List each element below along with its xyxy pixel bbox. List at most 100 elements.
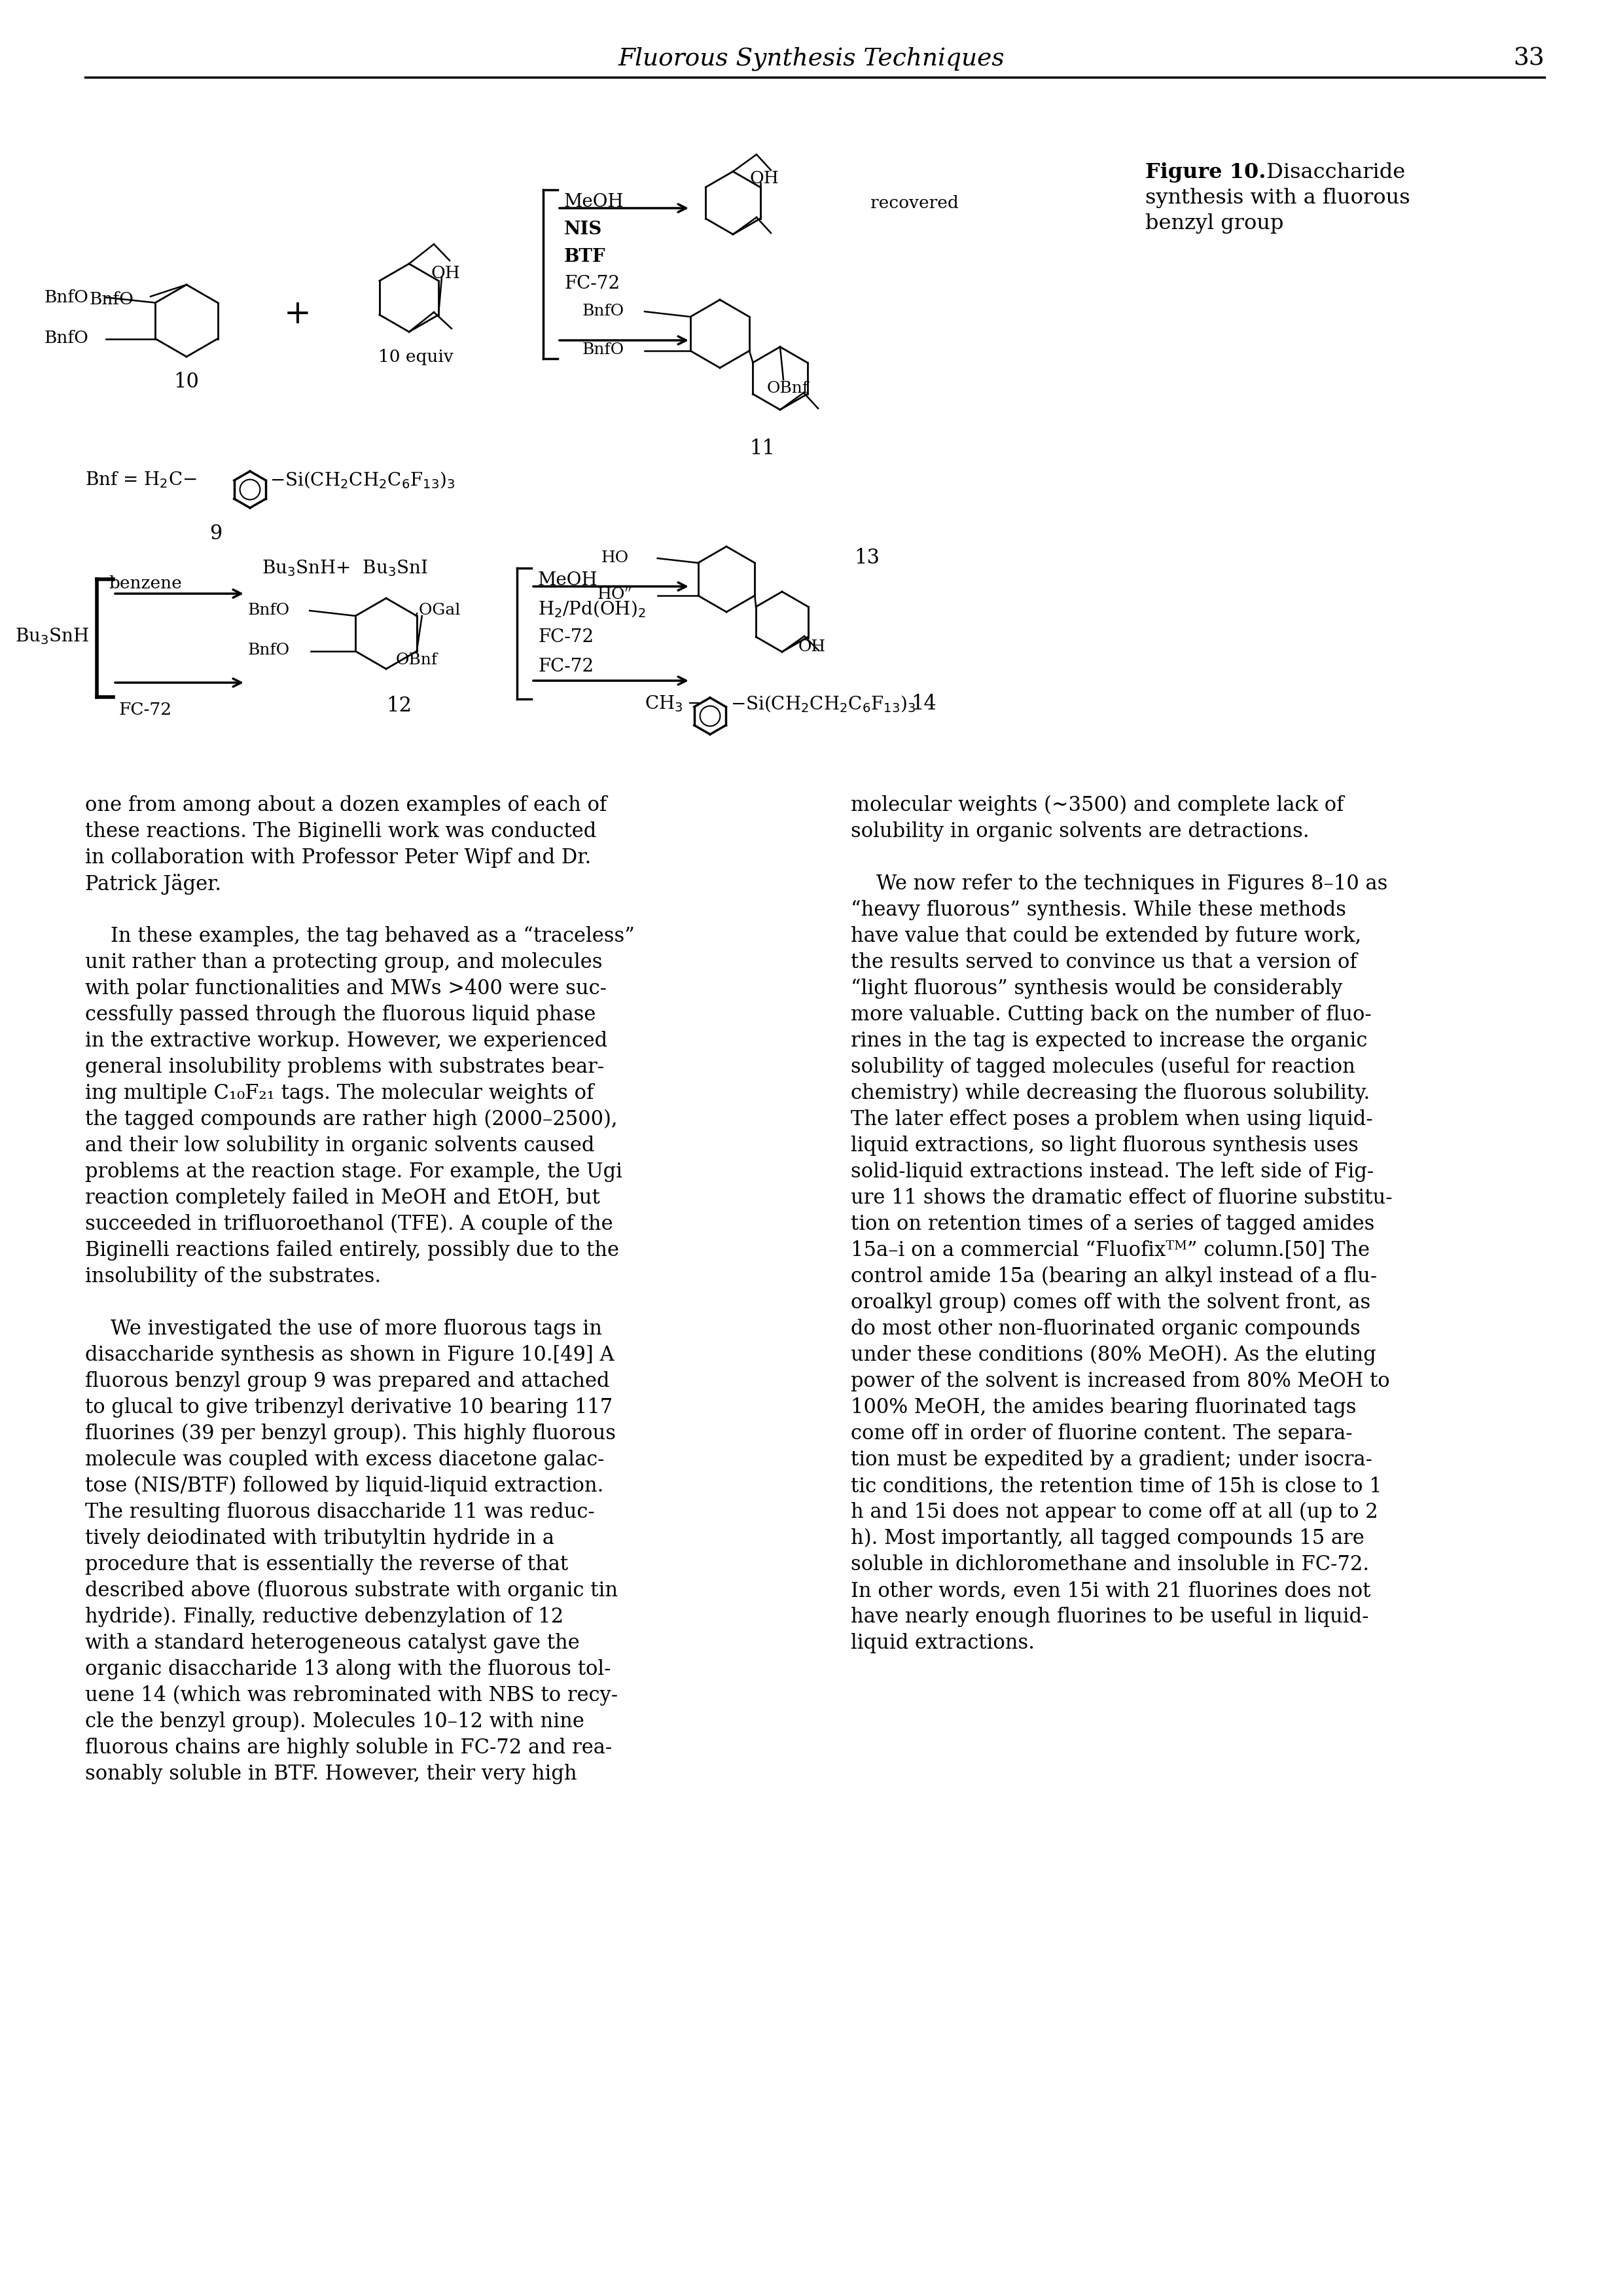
Text: In other words, even 15i with 21 fluorines does not: In other words, even 15i with 21 fluorin…: [850, 1580, 1371, 1600]
Text: FC-72: FC-72: [537, 629, 594, 645]
Text: problems at the reaction stage. For example, the Ugi: problems at the reaction stage. For exam…: [84, 1162, 622, 1182]
Text: OH: OH: [799, 641, 826, 654]
Text: more valuable. Cutting back on the number of fluo-: more valuable. Cutting back on the numbe…: [850, 1006, 1371, 1024]
Text: Bnf = H$_2$C$-$: Bnf = H$_2$C$-$: [84, 471, 196, 489]
Text: come off in order of fluorine content. The separa-: come off in order of fluorine content. T…: [850, 1424, 1352, 1444]
Text: fluorous chains are highly soluble in FC-72 and rea-: fluorous chains are highly soluble in FC…: [84, 1738, 612, 1759]
Text: liquid extractions, so light fluorous synthesis uses: liquid extractions, so light fluorous sy…: [850, 1137, 1358, 1155]
Text: hydride). Finally, reductive debenzylation of 12: hydride). Finally, reductive debenzylati…: [84, 1607, 563, 1628]
Text: 10: 10: [174, 372, 200, 393]
Text: FC-72: FC-72: [118, 703, 172, 719]
Text: H$_2$/Pd(OH)$_2$: H$_2$/Pd(OH)$_2$: [537, 599, 646, 620]
Text: 13: 13: [854, 549, 880, 567]
Text: one from among about a dozen examples of each of: one from among about a dozen examples of…: [84, 794, 607, 815]
Text: 12: 12: [386, 696, 412, 716]
Text: cessfully passed through the fluorous liquid phase: cessfully passed through the fluorous li…: [84, 1006, 596, 1024]
Text: solubility of tagged molecules (useful for reaction: solubility of tagged molecules (useful f…: [850, 1056, 1355, 1077]
Text: ,OGal: ,OGal: [414, 604, 461, 618]
Text: unit rather than a protecting group, and molecules: unit rather than a protecting group, and…: [84, 953, 602, 974]
Text: benzyl group: benzyl group: [1146, 214, 1284, 234]
Text: BTF: BTF: [565, 248, 605, 266]
Text: in the extractive workup. However, we experienced: in the extractive workup. However, we ex…: [84, 1031, 607, 1052]
Text: general insolubility problems with substrates bear-: general insolubility problems with subst…: [84, 1056, 604, 1077]
Text: to glucal to give tribenzyl derivative 10 bearing 117: to glucal to give tribenzyl derivative 1…: [84, 1398, 613, 1417]
Text: tion on retention times of a series of tagged amides: tion on retention times of a series of t…: [850, 1215, 1375, 1235]
Text: have nearly enough fluorines to be useful in liquid-: have nearly enough fluorines to be usefu…: [850, 1607, 1368, 1628]
Text: +: +: [284, 298, 312, 331]
Text: soluble in dichloromethane and insoluble in FC-72.: soluble in dichloromethane and insoluble…: [850, 1554, 1370, 1575]
Text: insolubility of the substrates.: insolubility of the substrates.: [84, 1267, 381, 1286]
Text: the results served to convince us that a version of: the results served to convince us that a…: [850, 953, 1357, 974]
Text: reaction completely failed in MeOH and EtOH, but: reaction completely failed in MeOH and E…: [84, 1187, 601, 1208]
Text: BnfO: BnfO: [44, 331, 89, 347]
Text: MeOH: MeOH: [565, 193, 623, 211]
Text: Disaccharide: Disaccharide: [1259, 163, 1406, 184]
Text: We investigated the use of more fluorous tags in: We investigated the use of more fluorous…: [84, 1318, 602, 1339]
Text: 15a–i on a commercial “Fluofixᵀᴹ” column.[50] The: 15a–i on a commercial “Fluofixᵀᴹ” column…: [850, 1240, 1370, 1261]
Text: do most other non-fluorinated organic compounds: do most other non-fluorinated organic co…: [850, 1318, 1360, 1339]
Text: chemistry) while decreasing the fluorous solubility.: chemistry) while decreasing the fluorous…: [850, 1084, 1370, 1104]
Text: disaccharide synthesis as shown in Figure 10.[49] A: disaccharide synthesis as shown in Figur…: [84, 1345, 613, 1366]
Text: CH$_3-$: CH$_3-$: [644, 693, 701, 714]
Text: control amide 15a (bearing an alkyl instead of a flu-: control amide 15a (bearing an alkyl inst…: [850, 1267, 1376, 1286]
Text: fluorous benzyl group 9 was prepared and attached: fluorous benzyl group 9 was prepared and…: [84, 1371, 610, 1391]
Text: tose (NIS/BTF) followed by liquid-liquid extraction.: tose (NIS/BTF) followed by liquid-liquid…: [84, 1476, 604, 1497]
Text: fluorines (39 per benzyl group). This highly fluorous: fluorines (39 per benzyl group). This hi…: [84, 1424, 615, 1444]
Text: OH: OH: [430, 264, 459, 282]
Text: molecular weights (~3500) and complete lack of: molecular weights (~3500) and complete l…: [850, 794, 1344, 815]
Text: ure 11 shows the dramatic effect of fluorine substitu-: ure 11 shows the dramatic effect of fluo…: [850, 1187, 1393, 1208]
Text: h and 15i does not appear to come off at all (up to 2: h and 15i does not appear to come off at…: [850, 1502, 1378, 1522]
Text: “heavy fluorous” synthesis. While these methods: “heavy fluorous” synthesis. While these …: [850, 900, 1345, 921]
Text: FC-72: FC-72: [565, 276, 620, 292]
Text: OBnf: OBnf: [768, 381, 808, 395]
Text: cle the benzyl group). Molecules 10–12 with nine: cle the benzyl group). Molecules 10–12 w…: [84, 1711, 584, 1731]
Text: OH: OH: [750, 170, 779, 186]
Text: HO: HO: [601, 551, 628, 565]
Text: have value that could be extended by future work,: have value that could be extended by fut…: [850, 925, 1362, 946]
Text: tively deiodinated with tributyltin hydride in a: tively deiodinated with tributyltin hydr…: [84, 1529, 555, 1548]
Text: Figure 10.: Figure 10.: [1146, 163, 1266, 184]
Text: MeOH: MeOH: [537, 572, 597, 590]
Text: in collaboration with Professor Peter Wipf and Dr.: in collaboration with Professor Peter Wi…: [84, 847, 591, 868]
Text: under these conditions (80% MeOH). As the eluting: under these conditions (80% MeOH). As th…: [850, 1345, 1376, 1366]
Text: Fluorous Synthesis Techniques: Fluorous Synthesis Techniques: [618, 48, 1005, 71]
Text: Bu$_3$SnH: Bu$_3$SnH: [15, 627, 89, 645]
Text: BnfO: BnfO: [44, 289, 89, 305]
Text: BnfO: BnfO: [583, 342, 625, 358]
Text: solubility in organic solvents are detractions.: solubility in organic solvents are detra…: [850, 822, 1310, 843]
Text: BnfO: BnfO: [248, 604, 289, 618]
Text: In these examples, the tag behaved as a “traceless”: In these examples, the tag behaved as a …: [84, 925, 635, 946]
Text: Bu$_3$SnH+  Bu$_3$SnI: Bu$_3$SnH+ Bu$_3$SnI: [261, 558, 428, 579]
Text: rines in the tag is expected to increase the organic: rines in the tag is expected to increase…: [850, 1031, 1367, 1052]
Text: described above (fluorous substrate with organic tin: described above (fluorous substrate with…: [84, 1580, 618, 1600]
Text: uene 14 (which was rebrominated with NBS to recy-: uene 14 (which was rebrominated with NBS…: [84, 1685, 618, 1706]
Text: BnfO: BnfO: [89, 292, 135, 308]
Text: molecule was coupled with excess diacetone galac-: molecule was coupled with excess diaceto…: [84, 1449, 604, 1469]
Text: “light fluorous” synthesis would be considerably: “light fluorous” synthesis would be cons…: [850, 978, 1342, 999]
Text: with a standard heterogeneous catalyst gave the: with a standard heterogeneous catalyst g…: [84, 1632, 579, 1653]
Text: h). Most importantly, all tagged compounds 15 are: h). Most importantly, all tagged compoun…: [850, 1529, 1365, 1550]
Text: recovered: recovered: [870, 195, 959, 211]
Text: We now refer to the techniques in Figures 8–10 as: We now refer to the techniques in Figure…: [850, 875, 1388, 893]
Text: 9: 9: [209, 523, 222, 544]
Text: solid-liquid extractions instead. The left side of Fig-: solid-liquid extractions instead. The le…: [850, 1162, 1373, 1182]
Text: FC-72: FC-72: [537, 657, 594, 675]
Text: The later effect poses a problem when using liquid-: The later effect poses a problem when us…: [850, 1109, 1373, 1130]
Text: liquid extractions.: liquid extractions.: [850, 1632, 1035, 1653]
Text: Patrick Jäger.: Patrick Jäger.: [84, 875, 221, 895]
Text: The resulting fluorous disaccharide 11 was reduc-: The resulting fluorous disaccharide 11 w…: [84, 1502, 594, 1522]
Text: 33: 33: [1513, 48, 1545, 71]
Text: ing multiple C₁₀F₂₁ tags. The molecular weights of: ing multiple C₁₀F₂₁ tags. The molecular …: [84, 1084, 594, 1104]
Text: 10 equiv: 10 equiv: [378, 349, 453, 365]
Text: benzene: benzene: [109, 576, 182, 592]
Text: power of the solvent is increased from 80% MeOH to: power of the solvent is increased from 8…: [850, 1371, 1389, 1391]
Text: 100% MeOH, the amides bearing fluorinated tags: 100% MeOH, the amides bearing fluorinate…: [850, 1398, 1357, 1417]
Text: BnfO: BnfO: [583, 303, 625, 319]
Text: $-$Si(CH$_2$CH$_2$C$_6$F$_{13}$)$_3$: $-$Si(CH$_2$CH$_2$C$_6$F$_{13}$)$_3$: [730, 693, 915, 714]
Text: procedure that is essentially the reverse of that: procedure that is essentially the revers…: [84, 1554, 568, 1575]
Text: and their low solubility in organic solvents caused: and their low solubility in organic solv…: [84, 1137, 594, 1155]
Text: 14: 14: [911, 693, 936, 714]
Text: oroalkyl group) comes off with the solvent front, as: oroalkyl group) comes off with the solve…: [850, 1293, 1370, 1313]
Text: 11: 11: [750, 439, 776, 459]
Text: succeeded in trifluoroethanol (TFE). A couple of the: succeeded in trifluoroethanol (TFE). A c…: [84, 1215, 613, 1235]
